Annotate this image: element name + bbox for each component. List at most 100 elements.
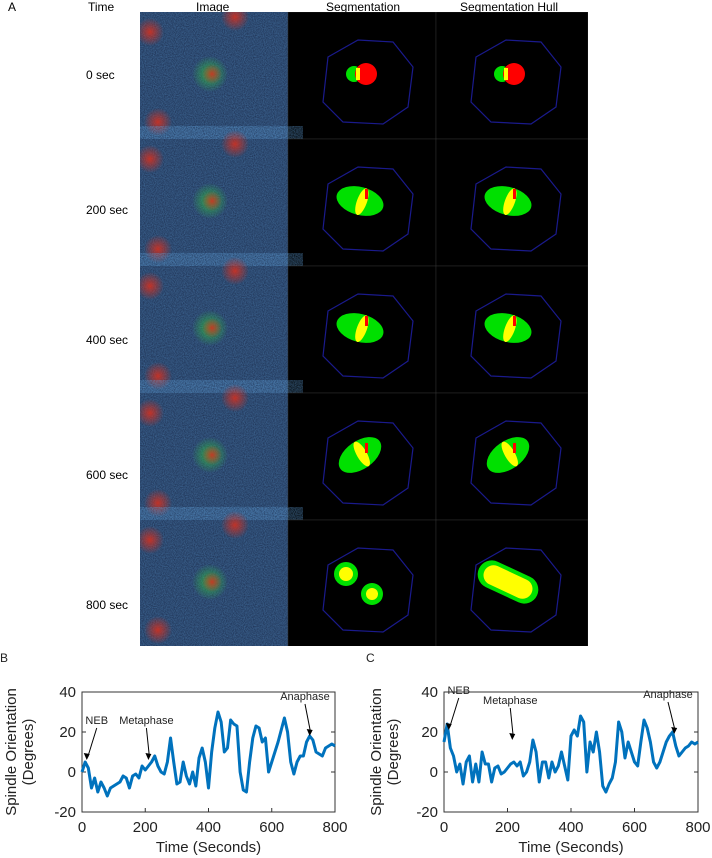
yellow-overlap <box>504 68 508 80</box>
yellow-overlap <box>339 567 353 581</box>
red-cell-blob <box>140 145 164 173</box>
red-cell-blob <box>140 18 164 46</box>
red-cell-blob <box>144 362 172 390</box>
x-tick-label: 0 <box>78 819 86 836</box>
cell-outline <box>322 293 414 379</box>
red-region <box>365 443 368 453</box>
x-tick-label: 0 <box>440 819 448 836</box>
annotation-arrow <box>145 727 150 758</box>
annotation-arrow <box>509 707 514 738</box>
red-cell-blob <box>221 384 249 412</box>
row-label: 200 sec <box>86 203 129 217</box>
row-label: 600 sec <box>86 468 129 482</box>
arrowhead-icon <box>306 729 313 736</box>
yellow-overlap <box>353 441 370 467</box>
red-cell-blob <box>221 12 249 31</box>
x-tick-label: 200 <box>133 819 158 836</box>
red-region <box>355 63 377 85</box>
header-segmentation-hull: Segmentation Hull <box>460 0 559 14</box>
header-image: Image <box>196 0 230 14</box>
y-tick-label: 40 <box>421 684 438 701</box>
annotation-arrow <box>667 701 676 732</box>
annotation-label: Metaphase <box>483 695 537 707</box>
y-axis-label: (Degrees) <box>385 719 402 786</box>
series-line <box>80 710 336 798</box>
annotation-arrow <box>87 727 98 758</box>
y-tick-label: -20 <box>416 804 438 821</box>
y-tick-label: 20 <box>421 724 438 741</box>
red-cell-blob <box>140 272 164 300</box>
y-tick-label: -20 <box>54 804 76 821</box>
red-cell-blob <box>221 257 249 285</box>
row-label: 800 sec <box>86 598 129 612</box>
cell-outline <box>470 293 562 379</box>
annotation-label: Anaphase <box>643 689 693 701</box>
annotation-label: Metaphase <box>119 715 173 727</box>
red-region <box>365 316 368 326</box>
arrowhead-icon <box>83 753 90 760</box>
x-axis-label: Time (Seconds) <box>156 839 261 856</box>
red-cell-blob <box>144 489 172 517</box>
x-axis-label: Time (Seconds) <box>518 839 623 856</box>
cell-outline <box>470 166 562 252</box>
cell-outline <box>470 547 562 633</box>
panel-letter: B <box>0 651 8 665</box>
spindle-red-blob <box>202 445 222 465</box>
red-cell-blob <box>140 526 164 554</box>
x-tick-label: 600 <box>259 819 284 836</box>
y-axis-label: Spindle Orientation <box>3 688 20 816</box>
y-axis-label: (Degrees) <box>20 719 37 786</box>
x-tick-label: 800 <box>322 819 347 836</box>
cell-outline <box>322 420 414 506</box>
x-tick-label: 600 <box>622 819 647 836</box>
red-cell-blob <box>144 616 172 644</box>
yellow-overlap <box>356 68 360 80</box>
red-region <box>503 63 525 85</box>
arrowhead-icon <box>509 733 516 740</box>
arrowhead-icon <box>671 727 678 734</box>
cell-outline <box>470 39 562 125</box>
annotation-label: NEB <box>447 685 470 697</box>
y-tick-label: 20 <box>59 724 76 741</box>
x-tick-label: 800 <box>685 819 710 836</box>
spindle-red-blob <box>202 318 222 338</box>
annotation-arrow <box>304 703 312 734</box>
red-cell-blob <box>144 235 172 263</box>
red-cell-blob <box>221 130 249 158</box>
series-line <box>442 714 699 794</box>
red-cell-blob <box>221 511 249 539</box>
image-grid <box>140 12 588 646</box>
x-tick-label: 400 <box>558 819 583 836</box>
y-tick-label: 0 <box>68 764 76 781</box>
spindle-red-blob <box>202 64 222 84</box>
arrowhead-icon <box>145 753 152 760</box>
yellow-overlap <box>501 441 518 467</box>
red-region <box>365 189 368 199</box>
y-axis-label: Spindle Orientation <box>368 688 385 816</box>
yellow-overlap <box>483 565 533 599</box>
panel-letter: C <box>366 651 375 665</box>
spindle-red-blob <box>202 572 222 592</box>
red-region <box>513 443 516 453</box>
plot-frame <box>81 691 336 813</box>
header-segmentation: Segmentation <box>326 0 401 14</box>
row-label: 0 sec <box>86 68 115 82</box>
annotation-label: Anaphase <box>280 691 330 703</box>
annotation-label: NEB <box>85 715 108 727</box>
x-tick-label: 400 <box>196 819 221 836</box>
red-region <box>513 189 516 199</box>
red-cell-blob <box>144 108 172 136</box>
yellow-overlap <box>366 588 378 600</box>
cell-outline <box>322 547 414 633</box>
panel-a-letter: A <box>8 0 17 14</box>
y-tick-label: 0 <box>430 764 438 781</box>
red-region <box>513 316 516 326</box>
y-tick-label: 40 <box>59 684 76 701</box>
annotation-arrow <box>449 697 460 728</box>
x-tick-label: 200 <box>495 819 520 836</box>
header-time: Time <box>88 0 115 14</box>
row-label: 400 sec <box>86 333 129 347</box>
